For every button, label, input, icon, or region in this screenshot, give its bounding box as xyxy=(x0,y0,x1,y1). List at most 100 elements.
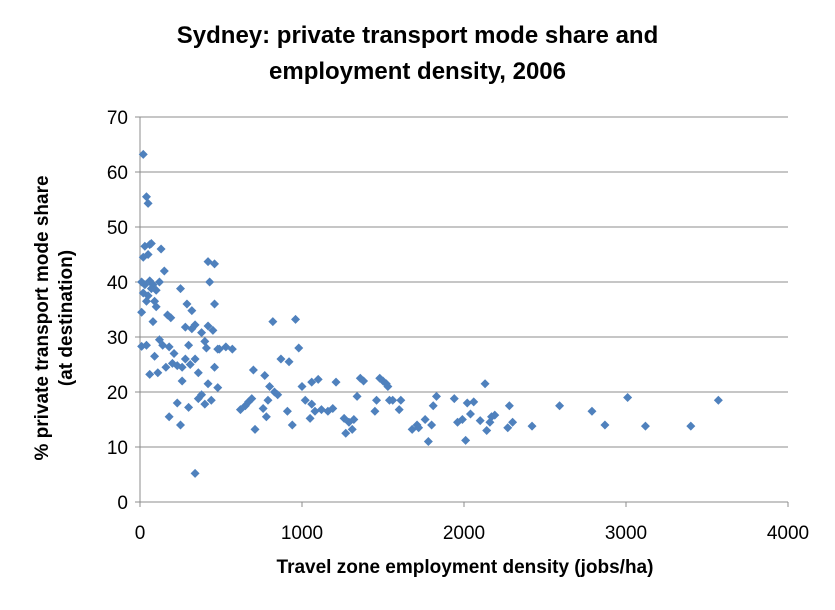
data-point xyxy=(328,404,338,413)
data-point xyxy=(480,379,490,389)
data-point xyxy=(341,428,351,438)
y-tick-label: 0 xyxy=(117,493,128,514)
data-point xyxy=(331,377,341,387)
data-point xyxy=(383,382,393,391)
data-point xyxy=(457,415,467,424)
data-point xyxy=(197,328,207,338)
data-point xyxy=(284,357,294,367)
data-point xyxy=(268,317,278,327)
data-point xyxy=(141,340,151,350)
y-axis-label-line-2: (at destination) xyxy=(56,249,77,387)
y-tick-label: 30 xyxy=(107,328,128,349)
data-point xyxy=(260,371,270,380)
data-point xyxy=(600,420,610,430)
y-tick-label: 10 xyxy=(107,438,128,459)
data-points xyxy=(137,149,723,478)
data-point xyxy=(190,354,200,364)
data-point xyxy=(527,421,537,431)
data-point xyxy=(291,314,301,324)
data-point xyxy=(185,360,195,369)
data-point xyxy=(176,420,185,430)
data-point xyxy=(475,416,485,426)
data-point xyxy=(469,397,479,407)
data-point xyxy=(307,399,317,409)
data-point xyxy=(138,149,148,159)
data-point xyxy=(420,415,430,424)
data-point xyxy=(208,325,218,335)
data-point xyxy=(310,406,320,416)
chart-title-line-2: employment density, 2006 xyxy=(269,58,566,85)
data-point xyxy=(316,405,326,415)
data-point xyxy=(461,435,471,445)
data-point xyxy=(156,244,166,254)
data-point xyxy=(396,395,406,405)
data-point xyxy=(141,192,151,202)
data-point xyxy=(465,409,475,419)
data-point xyxy=(177,362,187,372)
data-point xyxy=(713,395,723,405)
data-point xyxy=(394,405,404,415)
data-point xyxy=(200,336,210,346)
data-point xyxy=(182,299,192,309)
x-axis-label: Travel zone employment density (jobs/ha) xyxy=(276,557,654,578)
data-point xyxy=(193,394,203,404)
data-point xyxy=(282,406,292,416)
y-tick-label: 70 xyxy=(107,108,128,129)
data-point xyxy=(203,379,213,389)
data-point xyxy=(184,402,194,412)
data-point xyxy=(151,302,161,312)
data-point xyxy=(169,349,179,358)
data-point xyxy=(265,382,275,391)
gridlines xyxy=(140,116,788,448)
axes xyxy=(135,116,789,507)
y-tick-label: 20 xyxy=(107,383,128,404)
data-point xyxy=(349,415,359,424)
data-point xyxy=(490,410,500,420)
data-point xyxy=(153,368,163,378)
data-point xyxy=(587,406,597,416)
x-tick-label: 2000 xyxy=(443,523,485,544)
data-point xyxy=(159,266,169,276)
data-point xyxy=(347,424,357,434)
data-point xyxy=(210,259,220,269)
data-point xyxy=(213,344,223,354)
data-point xyxy=(276,354,286,364)
data-point xyxy=(388,395,398,405)
data-point xyxy=(359,376,369,386)
data-point xyxy=(407,424,417,434)
data-point xyxy=(686,421,696,431)
data-point xyxy=(210,362,220,372)
chart-title-line-1: Sydney: private transport mode share and xyxy=(176,22,659,49)
data-point xyxy=(141,296,151,306)
data-point xyxy=(148,317,158,327)
data-point xyxy=(258,404,268,413)
data-point xyxy=(180,354,190,364)
x-tick-label: 1000 xyxy=(281,523,323,544)
data-point xyxy=(187,306,197,316)
data-point xyxy=(166,313,176,323)
data-point xyxy=(423,437,433,446)
data-point xyxy=(143,198,153,208)
data-point xyxy=(261,412,271,422)
data-point xyxy=(462,398,472,408)
data-point xyxy=(503,423,513,433)
data-point xyxy=(184,340,194,350)
data-point xyxy=(508,417,518,427)
data-point xyxy=(273,390,283,400)
data-point xyxy=(158,340,168,350)
data-point xyxy=(428,401,438,411)
data-point xyxy=(146,284,156,294)
data-point xyxy=(164,412,174,422)
data-point xyxy=(372,395,382,405)
data-point xyxy=(180,322,190,332)
data-point xyxy=(313,374,323,384)
data-point xyxy=(504,401,514,411)
data-point xyxy=(137,307,147,317)
data-point xyxy=(640,421,650,431)
tick-labels: 0 10 20 30 40 50 60 70 0 1000 2000 3000 4000 xyxy=(107,108,809,544)
data-point xyxy=(161,362,171,372)
data-point xyxy=(150,351,160,361)
data-point xyxy=(250,424,260,434)
data-point xyxy=(294,343,304,353)
